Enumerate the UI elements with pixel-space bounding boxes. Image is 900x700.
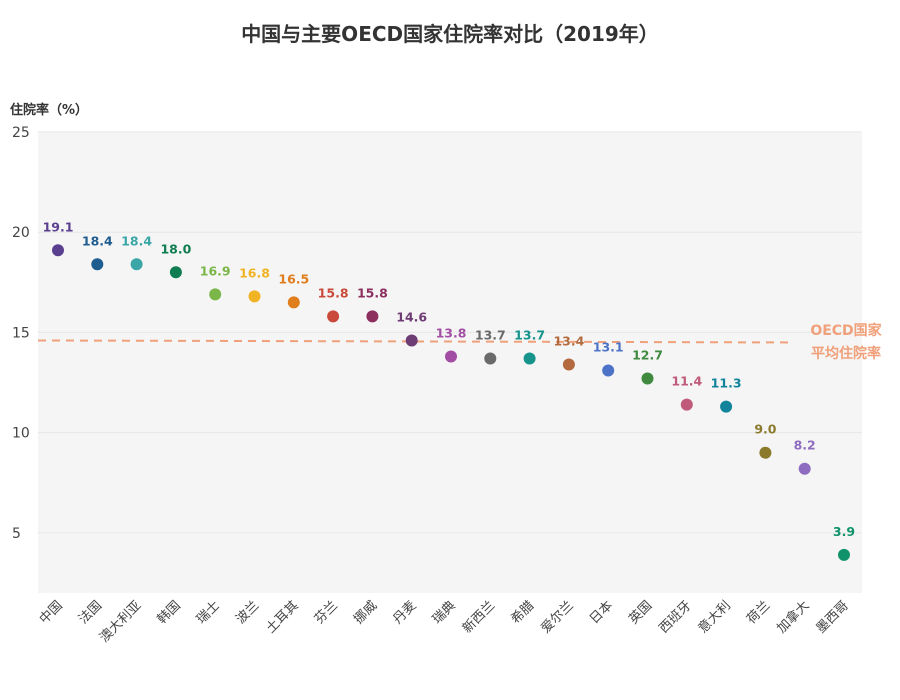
data-label: 15.8 <box>318 285 349 300</box>
data-label: 11.4 <box>671 374 702 389</box>
data-points: 19.1 18.4 18.4 18.0 16.9 16.8 16.5 15.8 15.8 14.6… <box>43 219 855 561</box>
data-point[interactable] <box>602 364 615 377</box>
data-point[interactable] <box>759 446 772 459</box>
x-tick-label: 爱尔兰 <box>539 598 577 636</box>
data-label: 16.8 <box>239 265 270 280</box>
y-tick-label: 20 <box>12 225 30 241</box>
x-tick-label: 土耳其 <box>263 598 301 636</box>
data-label: 15.8 <box>357 285 388 300</box>
data-point[interactable] <box>130 258 143 271</box>
data-label: 13.8 <box>436 325 467 340</box>
data-label: 19.1 <box>43 219 74 234</box>
data-label: 14.6 <box>396 309 427 324</box>
x-tick-label: 瑞士 <box>194 598 223 627</box>
y-axis-label: 住院率（%） <box>10 102 88 118</box>
data-point[interactable] <box>209 288 222 301</box>
data-point[interactable] <box>366 310 379 323</box>
y-tick-label: 15 <box>12 325 30 341</box>
x-tick-label: 西班牙 <box>656 598 694 636</box>
plot-area <box>38 132 862 593</box>
data-point[interactable] <box>52 244 64 257</box>
gridlines <box>38 131 862 534</box>
x-tick-label: 墨西哥 <box>814 598 852 636</box>
y-tick-label: 5 <box>12 526 21 542</box>
x-tick-label: 英国 <box>626 598 655 627</box>
data-point[interactable] <box>445 350 457 363</box>
oecd-average-label-line2: 平均住院率 <box>811 345 881 362</box>
data-label: 13.7 <box>475 327 506 342</box>
data-label: 16.5 <box>278 271 309 286</box>
data-point[interactable] <box>562 358 575 371</box>
y-tick-label: 10 <box>12 426 30 442</box>
y-axis-ticks: 5 10 15 20 25 <box>12 125 30 542</box>
x-tick-label: 加拿大 <box>774 598 813 637</box>
data-label: 13.1 <box>593 340 624 355</box>
x-tick-label: 丹麦 <box>391 598 420 627</box>
data-label: 16.9 <box>200 263 231 278</box>
x-tick-label: 新西兰 <box>459 598 498 637</box>
data-label: 8.2 <box>794 438 816 453</box>
oecd-average-label-line1: OECD国家 <box>810 322 882 339</box>
data-label: 13.7 <box>514 327 545 342</box>
x-tick-label: 希腊 <box>508 598 537 627</box>
chart-title: 中国与主要OECD国家住院率对比（2019年） <box>241 22 659 46</box>
data-point[interactable] <box>798 462 811 475</box>
data-point[interactable] <box>838 548 850 561</box>
x-tick-label: 挪威 <box>351 598 380 627</box>
data-point[interactable] <box>523 352 536 365</box>
data-label: 13.4 <box>553 334 584 349</box>
data-point[interactable] <box>169 266 182 279</box>
data-point[interactable] <box>641 372 654 385</box>
data-label: 12.7 <box>632 348 663 363</box>
data-point[interactable] <box>91 258 104 271</box>
data-point[interactable] <box>680 398 693 411</box>
y-tick-label: 25 <box>12 125 30 141</box>
data-label: 18.4 <box>82 233 113 248</box>
x-tick-label: 荷兰 <box>744 598 773 627</box>
x-tick-label: 瑞典 <box>430 598 459 627</box>
data-point[interactable] <box>327 310 340 323</box>
data-label: 3.9 <box>833 524 855 539</box>
data-label: 18.0 <box>160 241 191 256</box>
x-tick-label: 意大利 <box>695 598 734 637</box>
data-point[interactable] <box>484 352 497 365</box>
data-point[interactable] <box>720 400 733 413</box>
x-tick-label: 芬兰 <box>312 598 341 627</box>
x-tick-label: 韩国 <box>155 598 184 627</box>
x-tick-label: 日本 <box>587 598 616 627</box>
data-label: 11.3 <box>711 376 742 391</box>
data-point[interactable] <box>405 334 418 347</box>
data-label: 9.0 <box>754 422 776 437</box>
data-label: 18.4 <box>121 233 152 248</box>
x-tick-label: 法国 <box>76 598 105 627</box>
data-point[interactable] <box>287 296 300 309</box>
x-tick-label: 澳大利亚 <box>96 598 144 646</box>
x-tick-label: 中国 <box>37 598 66 627</box>
data-point[interactable] <box>248 290 261 303</box>
x-tick-label: 波兰 <box>233 598 262 627</box>
